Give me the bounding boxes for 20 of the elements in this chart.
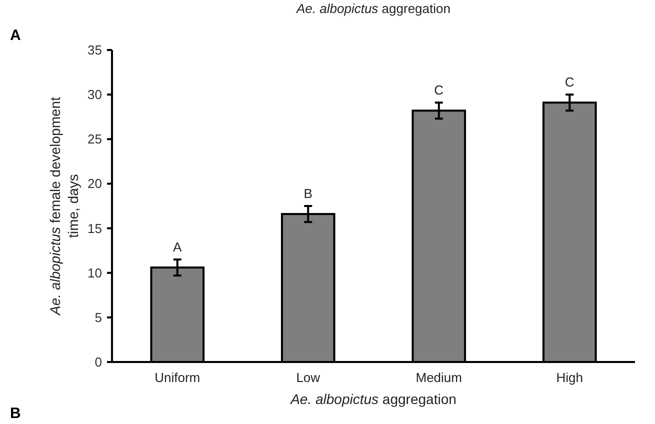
text: Ae. albopictus aggregation <box>296 1 450 16</box>
y-tick-label: 30 <box>88 87 102 102</box>
x-tick-label: High <box>556 370 583 385</box>
text: B <box>10 405 21 422</box>
y-tick-label: 0 <box>94 354 102 370</box>
y-tick-label: 15 <box>88 220 102 236</box>
y-tick-label: 35 <box>88 42 102 58</box>
x-tick-label: Uniform <box>154 370 200 385</box>
y-tick-label: 25 <box>88 132 102 147</box>
text: A <box>10 27 21 44</box>
y-tick-label: 20 <box>88 176 102 192</box>
annotation: C <box>434 82 444 98</box>
x-axis-title: Ae. albopictus aggregation <box>290 391 456 407</box>
annotation: A <box>173 239 182 254</box>
x-tick-label: Medium <box>416 370 462 385</box>
annotation: C <box>564 74 574 90</box>
y-tick-label: 5 <box>94 310 102 325</box>
x-tick-label: Low <box>296 370 321 385</box>
annotation: B <box>304 186 312 201</box>
y-tick-label: 10 <box>88 265 102 280</box>
